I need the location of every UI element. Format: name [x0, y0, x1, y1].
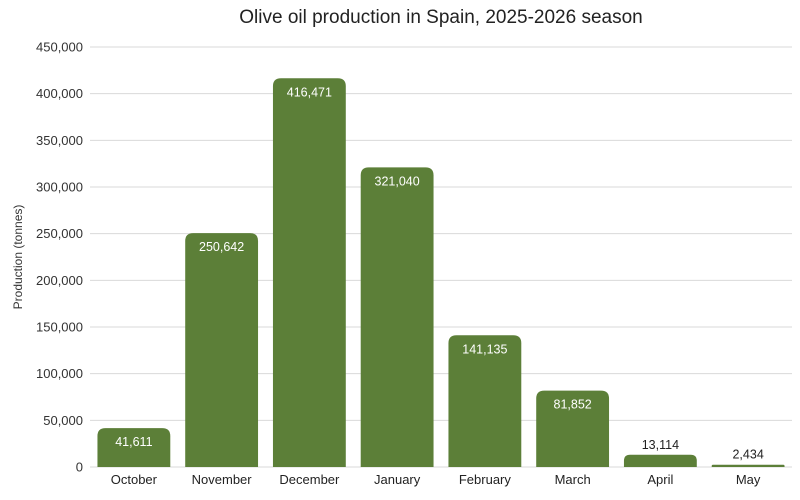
bar-december — [272, 78, 346, 467]
data-label: 41,611 — [115, 435, 152, 449]
x-tick-label: March — [555, 472, 591, 487]
data-label: 141,135 — [462, 342, 507, 356]
data-label: 81,852 — [554, 398, 592, 412]
x-tick-label: December — [279, 472, 340, 487]
y-tick-label: 200,000 — [36, 273, 83, 288]
bar-october — [97, 428, 171, 467]
data-label: 321,040 — [375, 174, 420, 188]
y-tick-label: 150,000 — [36, 320, 83, 335]
y-tick-label: 100,000 — [36, 366, 83, 381]
y-axis-label: Production (tonnes) — [11, 205, 25, 310]
chart-title: Olive oil production in Spain, 2025-2026… — [239, 7, 643, 28]
gridlines — [90, 46, 792, 468]
y-axis-ticks: 0 50,000 100,000 150,000 200,000 250,000 300,0… — [36, 40, 83, 475]
bar-november — [185, 233, 259, 467]
data-label: 2,434 — [732, 448, 763, 462]
bar-march — [536, 390, 610, 467]
x-tick-label: October — [111, 472, 158, 487]
y-tick-label: 300,000 — [36, 180, 83, 195]
bar-may — [711, 464, 785, 467]
bars: 41,611 250,642 416,471 321,040 141,135 81,852… — [97, 78, 785, 467]
bar-april — [623, 454, 697, 467]
x-tick-label: April — [647, 472, 673, 487]
y-tick-label: 350,000 — [36, 133, 83, 148]
y-tick-label: 250,000 — [36, 226, 83, 241]
y-tick-label: 400,000 — [36, 86, 83, 101]
bar-february — [448, 335, 522, 467]
bar-january — [360, 167, 434, 467]
x-tick-label: February — [459, 472, 512, 487]
y-tick-label: 0 — [76, 460, 83, 475]
x-axis-ticks: October November December January February Ma… — [111, 472, 761, 487]
data-label: 13,114 — [642, 438, 679, 452]
x-tick-label: May — [736, 472, 761, 487]
data-label: 250,642 — [199, 240, 244, 254]
y-tick-label: 450,000 — [36, 40, 83, 55]
y-tick-label: 50,000 — [43, 413, 83, 428]
x-tick-label: January — [374, 472, 421, 487]
data-label: 416,471 — [287, 85, 332, 99]
x-tick-label: November — [192, 472, 253, 487]
